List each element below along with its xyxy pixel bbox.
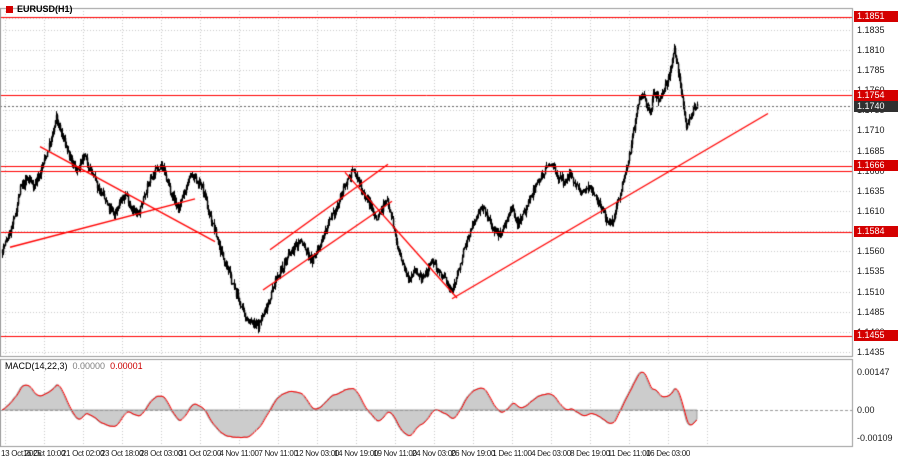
symbol-label: EURUSD(H1) <box>6 4 73 14</box>
macd-name: MACD(14,22,3) <box>5 361 68 371</box>
time-label: 23 Oct 18:00 <box>100 449 144 458</box>
time-label: 26 Nov 19:00 <box>451 449 495 458</box>
macd-axis-zero: 0.00 <box>857 405 875 415</box>
price-tick-label: 1.1835 <box>857 24 885 35</box>
price-level-badge: 1.1754 <box>854 89 898 101</box>
macd-main-value: 0.00000 <box>72 361 106 371</box>
price-tick-label: 1.1710 <box>857 125 885 136</box>
time-label: 24 Nov 03:00 <box>412 449 456 458</box>
price-tick-label: 1.1610 <box>857 206 885 216</box>
time-label: 11 Dec 11:00 <box>607 449 651 458</box>
macd-axis-max: 0.00147 <box>857 367 890 377</box>
time-label: 16 Dec 03:00 <box>646 449 690 458</box>
price-tick-label: 1.1435 <box>857 346 885 357</box>
price-tick-label: 1.1510 <box>857 286 885 297</box>
price-level-badge: 1.1851 <box>854 11 898 23</box>
price-tick-label: 1.1535 <box>857 266 885 277</box>
bid-price-badge: 1.1740 <box>854 100 898 112</box>
price-tick-label: 1.1560 <box>857 246 885 257</box>
macd-axis-min: -0.00109 <box>857 433 893 444</box>
symbol-text: EURUSD(H1) <box>17 4 73 14</box>
macd-indicator-label: MACD(14,22,3) 0.00000 0.00001 <box>5 361 143 371</box>
time-label: 13 Oct 2025 <box>1 449 42 458</box>
time-label: 21 Oct 02:00 <box>61 449 105 458</box>
time-label: 12 Nov 03:00 <box>295 449 339 458</box>
time-label: 16 Oct 10:00 <box>22 449 66 458</box>
time-label: 7 Nov 11:00 <box>258 449 298 458</box>
price-tick-label: 1.1485 <box>857 306 885 317</box>
price-tick-label: 1.1685 <box>857 145 885 156</box>
time-label: 1 Dec 11:00 <box>492 449 532 458</box>
price-level-badge: 1.1455 <box>854 330 898 342</box>
time-label: 4 Nov 11:00 <box>219 449 259 458</box>
time-label: 14 Nov 19:00 <box>334 449 378 458</box>
price-level-badge: 1.1584 <box>854 226 898 238</box>
time-label: 4 Dec 03:00 <box>531 449 571 458</box>
time-label: 19 Nov 11:00 <box>373 449 417 458</box>
price-tick-label: 1.1635 <box>857 185 885 196</box>
time-label: 28 Oct 03:00 <box>139 449 183 458</box>
price-tick-label: 1.1810 <box>857 44 885 55</box>
time-label: 8 Dec 19:00 <box>570 449 610 458</box>
time-label: 31 Oct 02:00 <box>178 449 222 458</box>
price-tick-label: 1.1785 <box>857 65 885 76</box>
price-level-badge: 1.1666 <box>854 160 898 172</box>
macd-signal-value: 0.00001 <box>110 361 143 371</box>
chart-marker-icon <box>6 5 13 13</box>
